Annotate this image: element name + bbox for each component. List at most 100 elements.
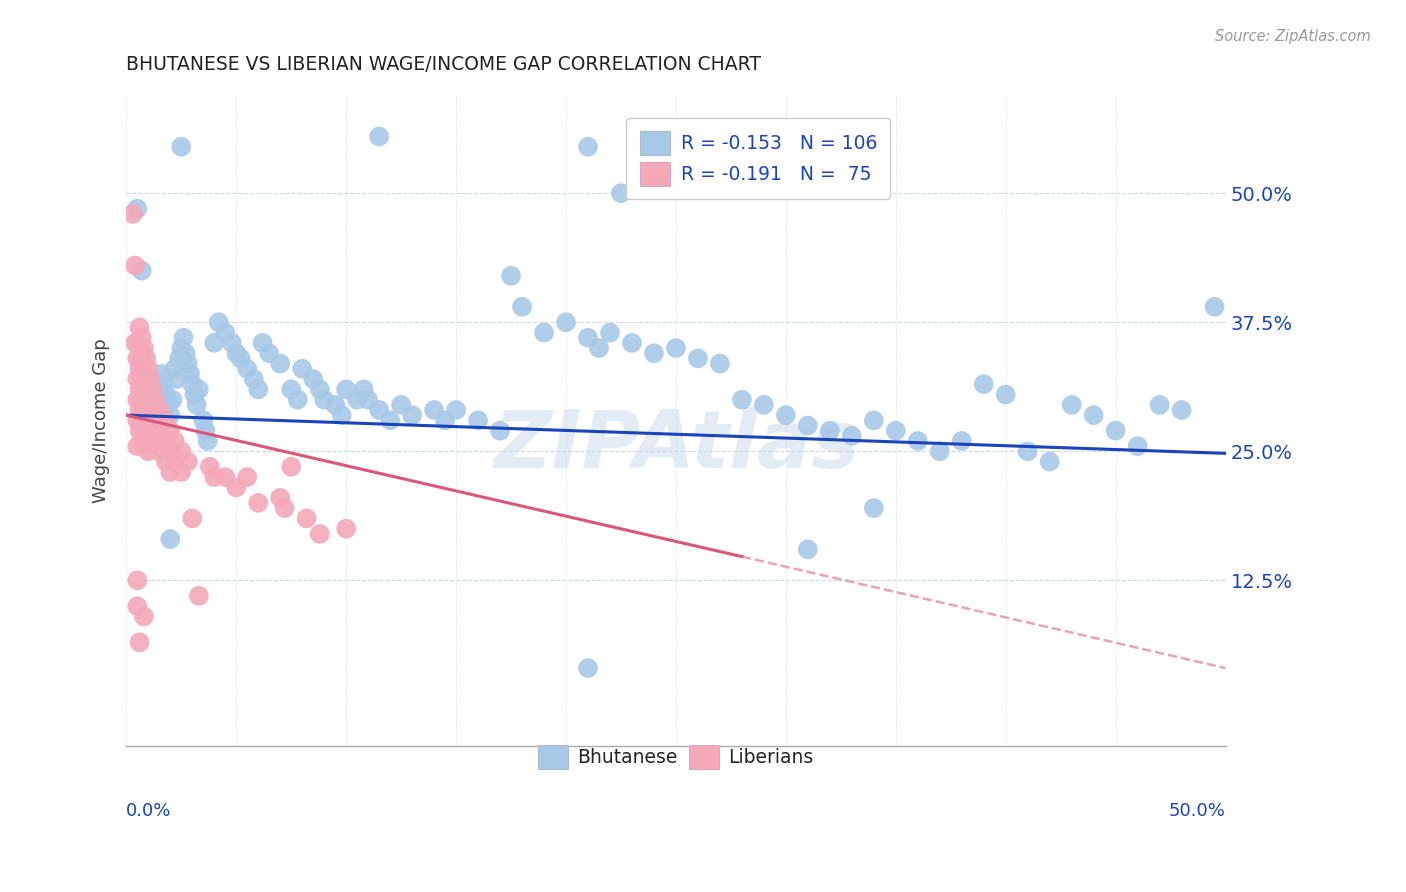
Point [280, 459, 302, 474]
Point [620, 335, 643, 350]
Point [862, 501, 884, 516]
Point [610, 186, 633, 201]
Point [599, 326, 621, 340]
Point [202, 335, 225, 350]
Point [588, 341, 610, 355]
Point [155, 434, 177, 448]
Point [214, 470, 236, 484]
Point [142, 424, 165, 438]
Point [139, 403, 162, 417]
Point [467, 413, 489, 427]
Point [139, 413, 162, 427]
Point [132, 424, 155, 438]
Text: Source: ZipAtlas.com: Source: ZipAtlas.com [1215, 29, 1371, 45]
Point [202, 470, 225, 484]
Point [136, 444, 159, 458]
Point [132, 341, 155, 355]
Point [136, 361, 159, 376]
Point [139, 392, 162, 407]
Point [131, 413, 153, 427]
Point [236, 470, 259, 484]
Text: BHUTANESE VS LIBERIAN WAGE/INCOME GAP CORRELATION CHART: BHUTANESE VS LIBERIAN WAGE/INCOME GAP CO… [127, 55, 761, 74]
Point [576, 661, 599, 675]
Point [314, 392, 336, 407]
Point [686, 351, 709, 366]
Point [136, 424, 159, 438]
Point [197, 434, 219, 448]
Point [357, 392, 380, 407]
Point [291, 361, 314, 376]
Point [163, 434, 186, 448]
Point [186, 398, 208, 412]
Point [181, 377, 204, 392]
Point [128, 320, 150, 334]
Point [170, 341, 193, 355]
Point [229, 351, 252, 366]
Point [1105, 424, 1128, 438]
Point [797, 418, 820, 433]
Point [143, 413, 166, 427]
Point [128, 403, 150, 417]
Point [510, 300, 533, 314]
Point [287, 392, 309, 407]
Point [193, 413, 215, 427]
Point [187, 383, 209, 397]
Point [533, 326, 555, 340]
Point [177, 455, 200, 469]
Point [135, 351, 157, 366]
Point [131, 434, 153, 448]
Point [308, 527, 330, 541]
Point [143, 392, 166, 407]
Point [127, 413, 149, 427]
Point [136, 372, 159, 386]
Point [643, 346, 665, 360]
Point [163, 455, 186, 469]
Point [709, 357, 731, 371]
Point [323, 398, 346, 412]
Legend: Bhutanese, Liberians: Bhutanese, Liberians [529, 736, 823, 779]
Point [128, 383, 150, 397]
Point [143, 408, 166, 422]
Point [950, 434, 973, 448]
Point [1204, 300, 1226, 314]
Point [1017, 444, 1039, 458]
Point [127, 202, 149, 216]
Text: ZIPAtlas: ZIPAtlas [494, 408, 859, 485]
Point [389, 398, 412, 412]
Point [132, 403, 155, 417]
Point [135, 392, 157, 407]
Point [884, 424, 907, 438]
Point [335, 383, 357, 397]
Point [225, 346, 247, 360]
Point [128, 424, 150, 438]
Point [308, 383, 330, 397]
Point [489, 424, 512, 438]
Point [159, 424, 181, 438]
Point [131, 387, 153, 401]
Point [131, 263, 153, 277]
Point [221, 335, 243, 350]
Point [143, 434, 166, 448]
Point [243, 372, 266, 386]
Point [225, 480, 247, 494]
Point [353, 383, 375, 397]
Point [136, 383, 159, 397]
Point [131, 392, 153, 407]
Point [368, 129, 391, 144]
Point [252, 335, 274, 350]
Point [378, 413, 401, 427]
Point [150, 367, 173, 381]
Point [1149, 398, 1171, 412]
Point [181, 511, 204, 525]
Point [172, 331, 194, 345]
Point [155, 387, 177, 401]
Point [1039, 455, 1062, 469]
Point [818, 424, 841, 438]
Point [142, 398, 165, 412]
Point [159, 465, 181, 479]
Point [269, 491, 291, 505]
Point [135, 372, 157, 386]
Point [174, 346, 197, 360]
Point [157, 398, 180, 412]
Point [183, 387, 205, 401]
